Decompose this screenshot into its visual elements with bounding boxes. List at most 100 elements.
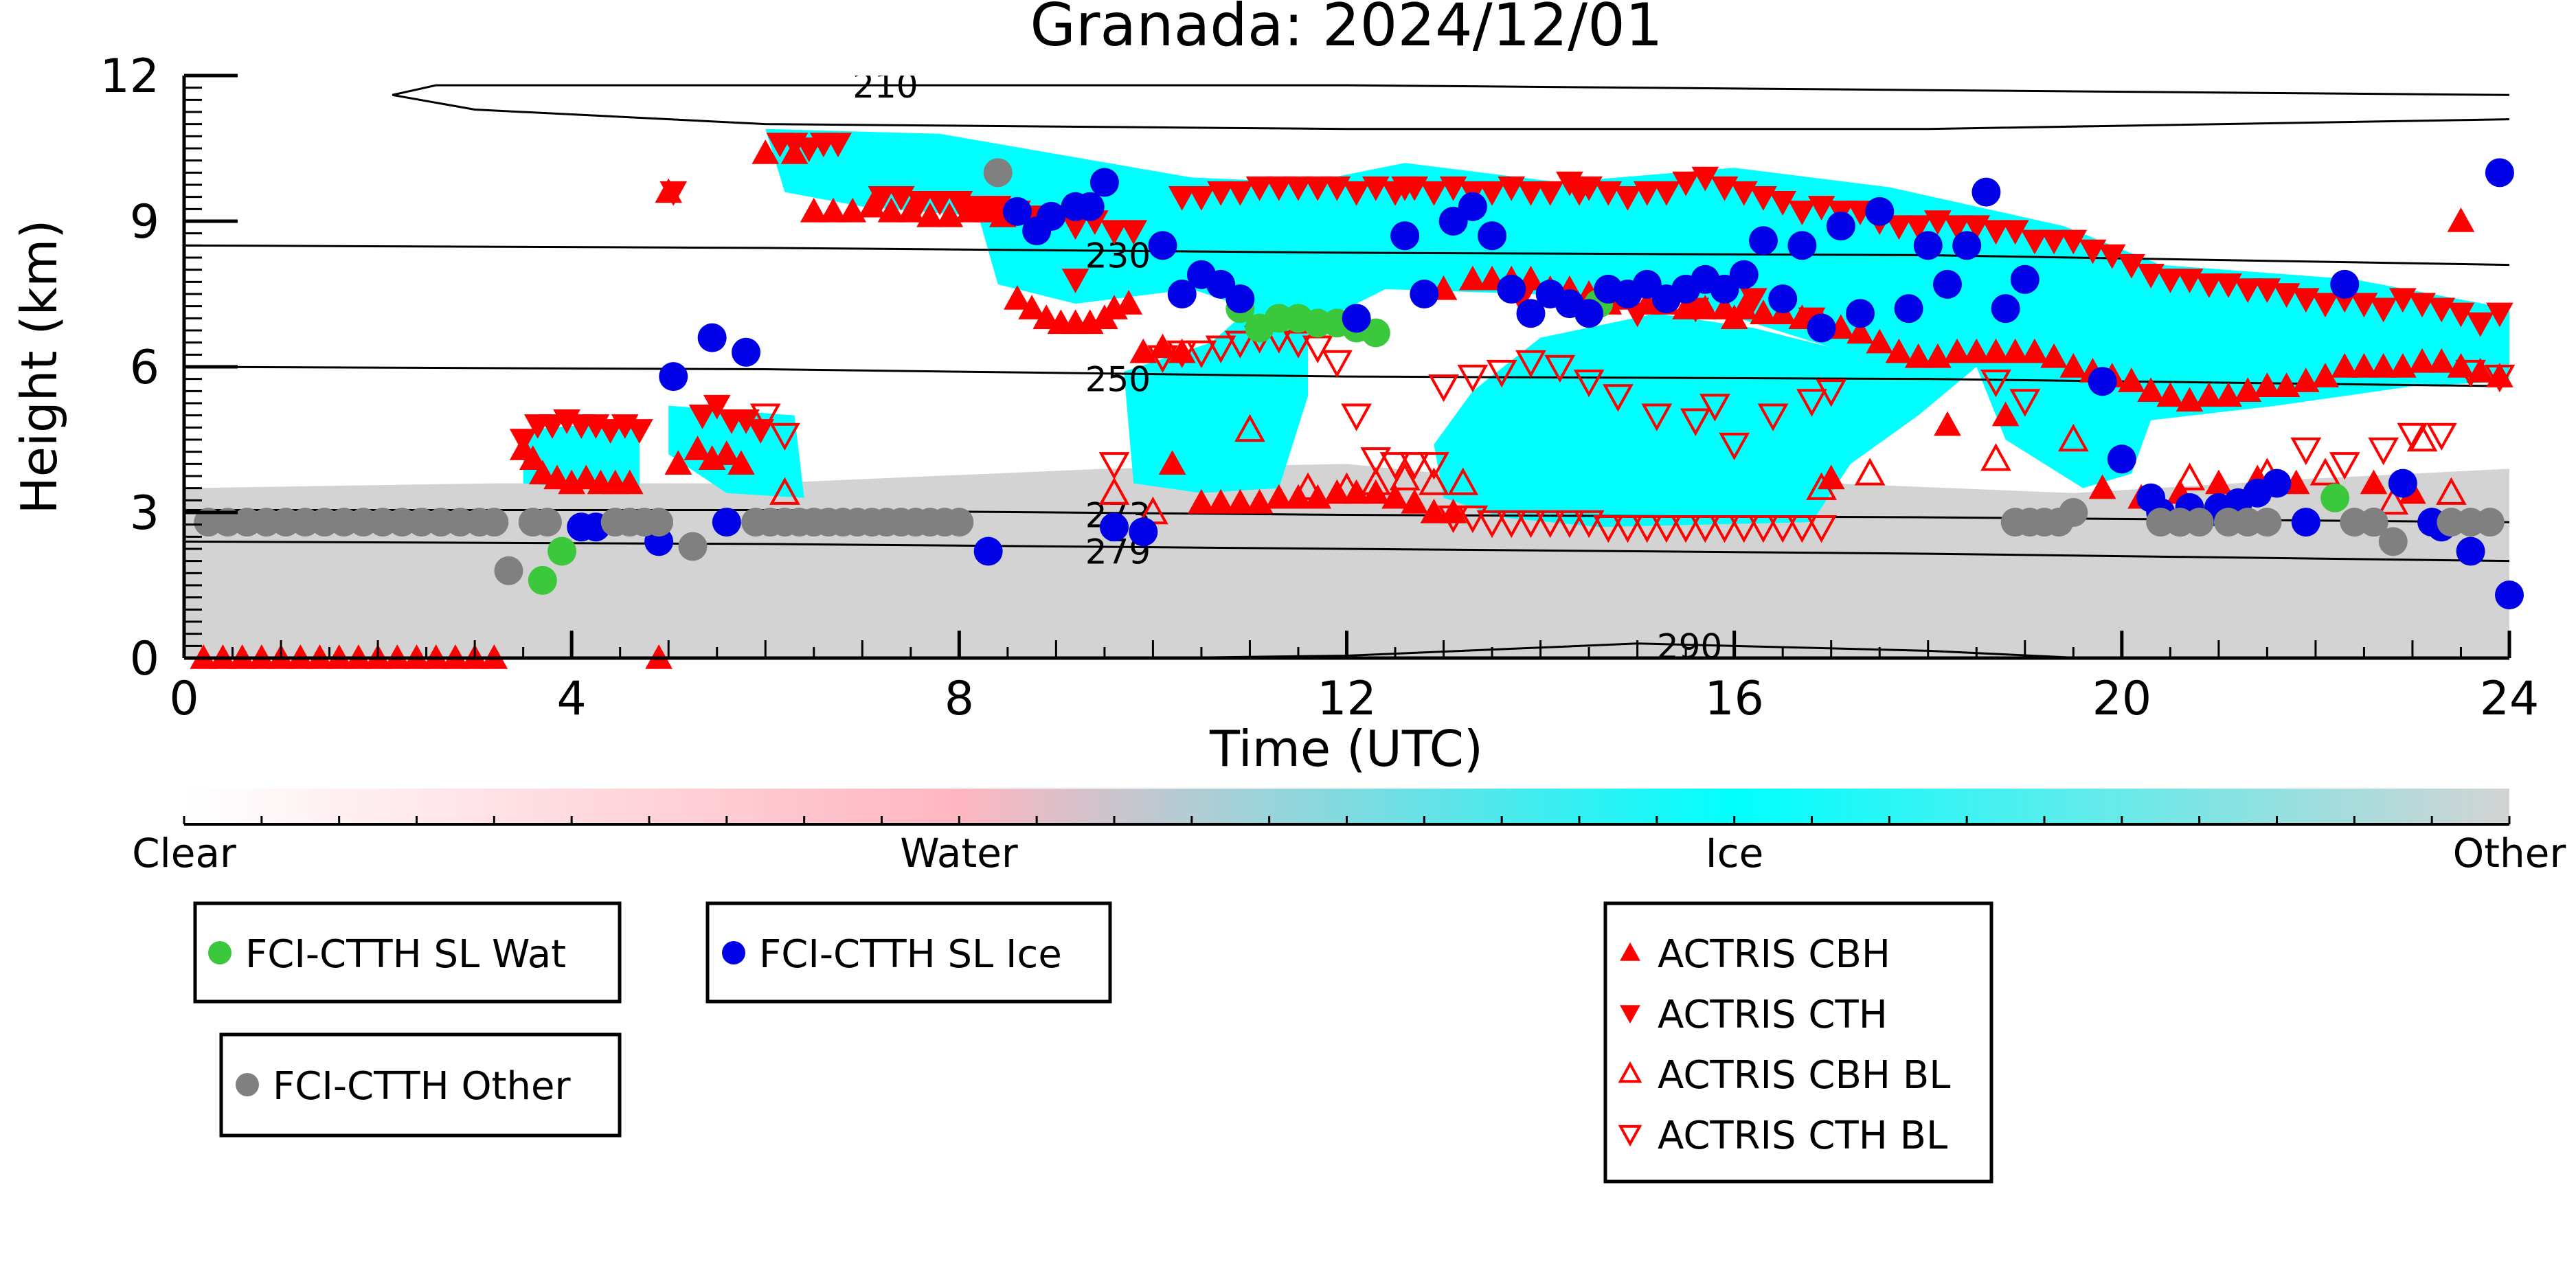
x-tick-label: 20	[2092, 672, 2152, 726]
marker-actris-cth	[1943, 215, 1971, 240]
marker-actris-cth	[2156, 269, 2184, 293]
marker-actris-cbh	[1207, 488, 1234, 514]
marker-actris-cbh	[2360, 469, 2388, 495]
marker-actris-cth-bl	[1341, 403, 1372, 431]
marker-actris-cbh	[543, 464, 571, 490]
x-tick-label: 8	[945, 672, 974, 726]
marker-actris-cth-bl	[1419, 452, 1449, 480]
marker-actris-cth	[1100, 220, 1128, 245]
marker-actris-cbh-bl	[1292, 472, 1324, 500]
marker-actris-cth-bl	[1612, 515, 1643, 543]
marker-actris-cth-bl	[1573, 510, 1605, 539]
marker-actris-cth	[1420, 181, 1448, 206]
legend-label-actris-cth-bl: ACTRIS CTH BL	[1658, 1114, 1947, 1158]
marker-actris-cbh	[2369, 352, 2397, 378]
marker-fci-ctth-other	[479, 508, 509, 537]
marker-fci-ctth-sl-ice	[1167, 280, 1197, 308]
marker-actris-cbh	[1885, 338, 1913, 363]
marker-actris-cbh	[2195, 382, 2223, 407]
marker-actris-cth	[1740, 288, 1767, 313]
marker-actris-cth	[1691, 166, 1719, 192]
legend-marker-actris-cbh	[1620, 942, 1640, 961]
marker-actris-cbh	[572, 464, 600, 490]
marker-actris-cth-bl	[749, 403, 781, 431]
marker-actris-cth	[2001, 220, 2029, 245]
y-tick-label: 6	[130, 341, 159, 395]
marker-actris-cth	[2312, 293, 2339, 318]
marker-fci-ctth-sl-ice	[1129, 517, 1158, 547]
marker-actris-cth	[964, 196, 993, 221]
marker-actris-cth-bl	[1680, 408, 1711, 436]
marker-actris-cbh	[2118, 368, 2145, 392]
y-tick-label: 9	[130, 195, 159, 249]
marker-fci-ctth-sl-ice	[2088, 367, 2117, 396]
contour-line-210-lower	[392, 93, 2509, 131]
marker-fci-ctth-sl-ice	[973, 536, 1003, 566]
classification-colorbar: Clear Water Ice Other	[132, 789, 2566, 877]
marker-actris-cbh	[877, 197, 905, 223]
marker-actris-cth	[1168, 185, 1196, 211]
marker-actris-cbh	[1866, 328, 1894, 354]
legend-label-ice: FCI-CTTH SL Ice	[759, 932, 1062, 977]
legend-marker-actris-cth-bl	[1618, 1125, 1642, 1147]
marker-actris-cth-bl	[2426, 422, 2457, 451]
marker-actris-cth	[2447, 302, 2475, 328]
marker-actris-cth-bl	[2484, 364, 2516, 393]
legend-label-actris-cth: ACTRIS CTH	[1658, 993, 1888, 1037]
series-fci-ctth-other	[194, 158, 2505, 585]
marker-fci-ctth-sl-ice	[2010, 264, 2040, 294]
marker-fci-ctth-sl-ice	[2485, 158, 2514, 188]
marker-actris-cbh	[2408, 348, 2436, 373]
marker-actris-cth-bl	[1651, 515, 1682, 543]
marker-fci-ctth-other	[945, 508, 974, 537]
marker-actris-cth-bl	[1457, 364, 1489, 393]
marker-actris-cbh	[1115, 290, 1143, 315]
legend-label-actris-cbh: ACTRIS CBH	[1658, 932, 1890, 977]
marker-fci-ctth-sl-ice	[2388, 468, 2417, 498]
legend-marker-other	[236, 1073, 259, 1096]
marker-actris-cbh	[1158, 450, 1186, 475]
marker-actris-cth-bl	[1767, 515, 1798, 543]
data-markers	[190, 133, 2524, 669]
marker-fci-ctth-sl-ice	[1846, 299, 1875, 328]
marker-actris-cth-bl	[2009, 389, 2041, 417]
marker-actris-cth	[1982, 220, 2010, 245]
marker-fci-ctth-sl-ice	[1729, 260, 1759, 289]
marker-actris-cth-bl	[1796, 389, 1827, 417]
marker-actris-cbh	[752, 139, 780, 164]
y-tick-label: 0	[130, 632, 159, 686]
marker-fci-ctth-sl-ice	[1516, 299, 1546, 328]
marker-actris-cth	[1478, 181, 1506, 206]
marker-actris-cth	[2234, 278, 2262, 303]
marker-actris-cbh	[529, 460, 556, 485]
marker-fci-ctth-sl-ice	[2330, 269, 2360, 299]
legend-actris: ACTRIS CBH ACTRIS CTH ACTRIS CBH BL ACTR…	[1603, 901, 1993, 1184]
marker-actris-cbh	[1265, 484, 1293, 509]
marker-fci-ctth-sl-ice	[1826, 212, 1855, 241]
x-tick-label: 24	[2480, 672, 2540, 726]
marker-actris-cth-bl	[1147, 345, 1178, 373]
marker-actris-cth	[1672, 171, 1699, 196]
marker-actris-cbh	[2447, 207, 2475, 232]
marker-actris-cth-bl	[1205, 335, 1236, 363]
marker-actris-cbh-bl	[2057, 423, 2089, 452]
contour-label-250: 250	[1085, 360, 1151, 400]
marker-actris-cth	[907, 191, 934, 216]
marker-actris-cth	[2486, 302, 2513, 328]
marker-fci-ctth-sl-ice	[1807, 313, 1836, 343]
marker-actris-cth-bl	[1476, 510, 1508, 539]
marker-actris-cth	[703, 394, 731, 420]
marker-actris-cbh-bl	[1854, 457, 1886, 486]
marker-actris-cth-bl	[1554, 510, 1585, 539]
legend-marker-actris-cbh-bl	[1618, 1061, 1642, 1083]
marker-actris-cbh-bl	[2174, 462, 2205, 490]
marker-actris-cbh	[1381, 484, 1409, 509]
marker-fci-ctth-other	[2252, 508, 2282, 537]
y-axis-label: Height (km)	[10, 220, 68, 515]
marker-actris-cbh-bl	[2406, 423, 2438, 452]
marker-actris-cbh	[1401, 488, 1429, 514]
marker-actris-cth	[1653, 181, 1680, 206]
marker-fci-ctth-sl-ice	[697, 323, 727, 352]
marker-actris-cbh-bl	[1331, 472, 1362, 500]
